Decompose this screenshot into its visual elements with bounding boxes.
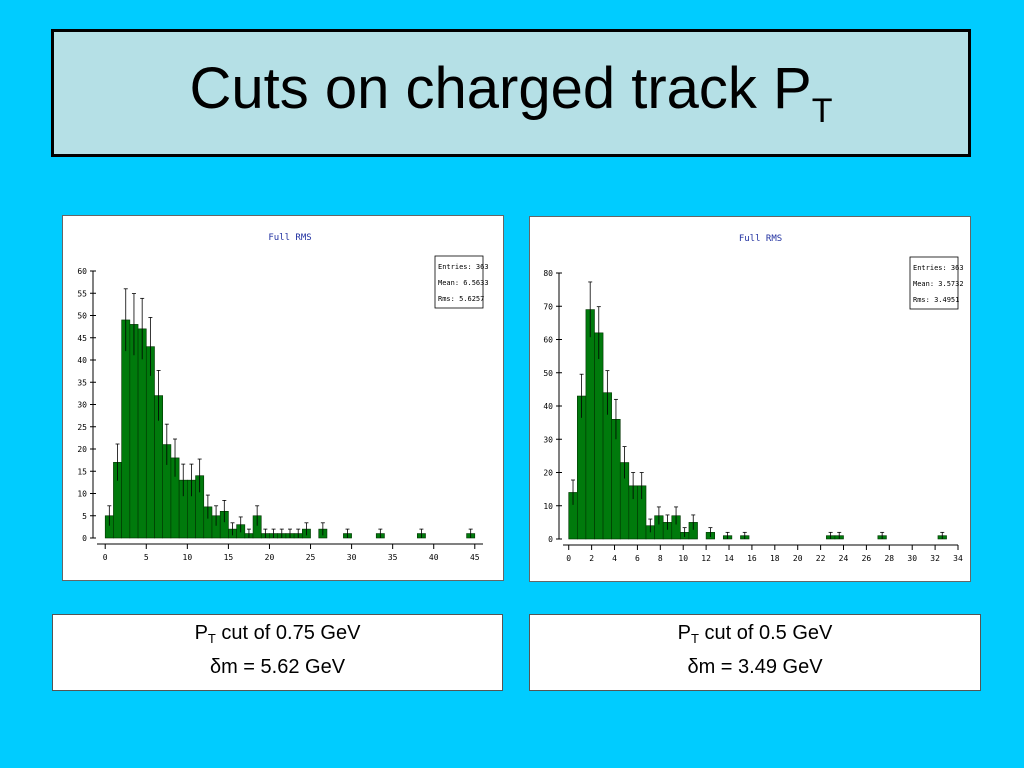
x-tick-label: 12 bbox=[701, 554, 711, 563]
y-tick-label: 20 bbox=[77, 445, 87, 454]
caption-delta-m: δm = 5.62 GeV bbox=[209, 656, 346, 678]
caption-p-sub: T bbox=[690, 631, 699, 646]
histogram-panel-right: Full RMS 0 10 20 30 40 50 60 70 80 0 2 4 6 8 10 12 14 16 18… bbox=[529, 216, 971, 582]
x-tick-label: 20 bbox=[265, 553, 275, 562]
stats-entry: Rms: 5.6257 bbox=[438, 295, 484, 303]
stats-entry: Entries: 363 bbox=[438, 263, 489, 271]
y-tick-label: 50 bbox=[543, 369, 553, 378]
histogram-panel-left: Full RMS 0 5 10 15 20 25 30 35 40 45 50 55 60 0 5 10 15 20… bbox=[62, 215, 504, 581]
x-tick-label: 30 bbox=[907, 554, 917, 563]
slide-title-subscript: T bbox=[811, 92, 833, 130]
stats-box bbox=[434, 255, 484, 309]
histogram-bar bbox=[129, 324, 139, 539]
caption-cut-line: PT cut of 0.5 GeV bbox=[530, 619, 980, 653]
caption-p: P bbox=[677, 622, 691, 644]
x-tick-label: 8 bbox=[658, 554, 663, 563]
stats-entry: Mean: 6.5633 bbox=[438, 279, 489, 287]
y-tick-label: 30 bbox=[543, 435, 553, 444]
y-tick-label: 10 bbox=[543, 502, 553, 511]
stats-entry: Mean: 3.5732 bbox=[913, 280, 964, 288]
caption-cut-text: cut of 0.75 GeV bbox=[215, 622, 361, 644]
x-tick-label: 28 bbox=[884, 554, 894, 563]
caption-p-sub: T bbox=[207, 631, 216, 646]
y-tick-label: 0 bbox=[82, 534, 87, 543]
y-tick-label: 40 bbox=[77, 356, 87, 365]
y-tick-label: 45 bbox=[77, 334, 87, 343]
caption-right: PT cut of 0.5 GeV δm = 3.49 GeV bbox=[529, 614, 981, 691]
y-tick-label: 50 bbox=[77, 312, 87, 321]
y-tick-label: 30 bbox=[77, 401, 87, 410]
x-tick-label: 16 bbox=[747, 554, 757, 563]
x-tick-label: 15 bbox=[224, 553, 234, 562]
x-tick-label: 24 bbox=[839, 554, 849, 563]
histogram-bar bbox=[585, 309, 595, 540]
histogram-bar bbox=[594, 332, 604, 540]
caption-delta-m: δm = 3.49 GeV bbox=[687, 656, 823, 678]
y-tick-label: 0 bbox=[548, 535, 553, 544]
caption-cut-line: PT cut of 0.75 GeV bbox=[53, 619, 502, 653]
x-tick-label: 25 bbox=[306, 553, 316, 562]
x-tick-label: 0 bbox=[566, 554, 571, 563]
stats-entry: Rms: 3.4951 bbox=[913, 296, 959, 304]
x-tick-label: 34 bbox=[953, 554, 963, 563]
x-tick-label: 5 bbox=[144, 553, 149, 562]
x-tick-label: 18 bbox=[770, 554, 780, 563]
x-tick-label: 45 bbox=[470, 553, 480, 562]
y-tick-label: 80 bbox=[543, 269, 553, 278]
x-tick-label: 22 bbox=[816, 554, 826, 563]
slide-title: Cuts on charged track PT bbox=[190, 55, 833, 131]
y-tick-label: 20 bbox=[543, 469, 553, 478]
caption-cut-text: cut of 0.5 GeV bbox=[698, 622, 833, 644]
histogram-bar bbox=[121, 319, 131, 539]
histogram-chart-left: Full RMS 0 5 10 15 20 25 30 35 40 45 50 55 60 0 5 10 15 20… bbox=[77, 233, 489, 562]
chart-title: Full RMS bbox=[739, 234, 782, 244]
x-tick-label: 26 bbox=[862, 554, 872, 563]
y-tick-label: 25 bbox=[77, 423, 87, 432]
stats-entry: Entries: 363 bbox=[913, 264, 964, 272]
x-tick-label: 35 bbox=[388, 553, 398, 562]
y-tick-label: 15 bbox=[77, 467, 87, 476]
stats-box bbox=[909, 256, 959, 310]
x-tick-label: 30 bbox=[347, 553, 357, 562]
y-tick-label: 60 bbox=[77, 267, 87, 276]
histogram-bar bbox=[137, 328, 147, 539]
x-tick-label: 4 bbox=[612, 554, 617, 563]
x-tick-label: 2 bbox=[589, 554, 594, 563]
slide-title-text: Cuts on charged track P bbox=[189, 56, 812, 121]
y-tick-label: 40 bbox=[543, 402, 553, 411]
chart-title: Full RMS bbox=[268, 233, 311, 243]
x-tick-label: 0 bbox=[103, 553, 108, 562]
y-tick-label: 60 bbox=[543, 336, 553, 345]
caption-left: PT cut of 0.75 GeV δm = 5.62 GeV bbox=[52, 614, 503, 691]
caption-p: P bbox=[194, 622, 208, 644]
x-tick-label: 6 bbox=[635, 554, 640, 563]
x-tick-label: 10 bbox=[183, 553, 193, 562]
x-tick-label: 10 bbox=[678, 554, 688, 563]
y-tick-label: 55 bbox=[77, 289, 87, 298]
x-tick-label: 20 bbox=[793, 554, 803, 563]
y-tick-label: 35 bbox=[77, 378, 87, 387]
y-tick-label: 70 bbox=[543, 302, 553, 311]
x-tick-label: 14 bbox=[724, 554, 734, 563]
title-box: Cuts on charged track PT bbox=[51, 29, 971, 157]
y-tick-label: 5 bbox=[82, 512, 87, 521]
x-tick-label: 32 bbox=[930, 554, 940, 563]
x-tick-label: 40 bbox=[429, 553, 439, 562]
y-tick-label: 10 bbox=[77, 490, 87, 499]
